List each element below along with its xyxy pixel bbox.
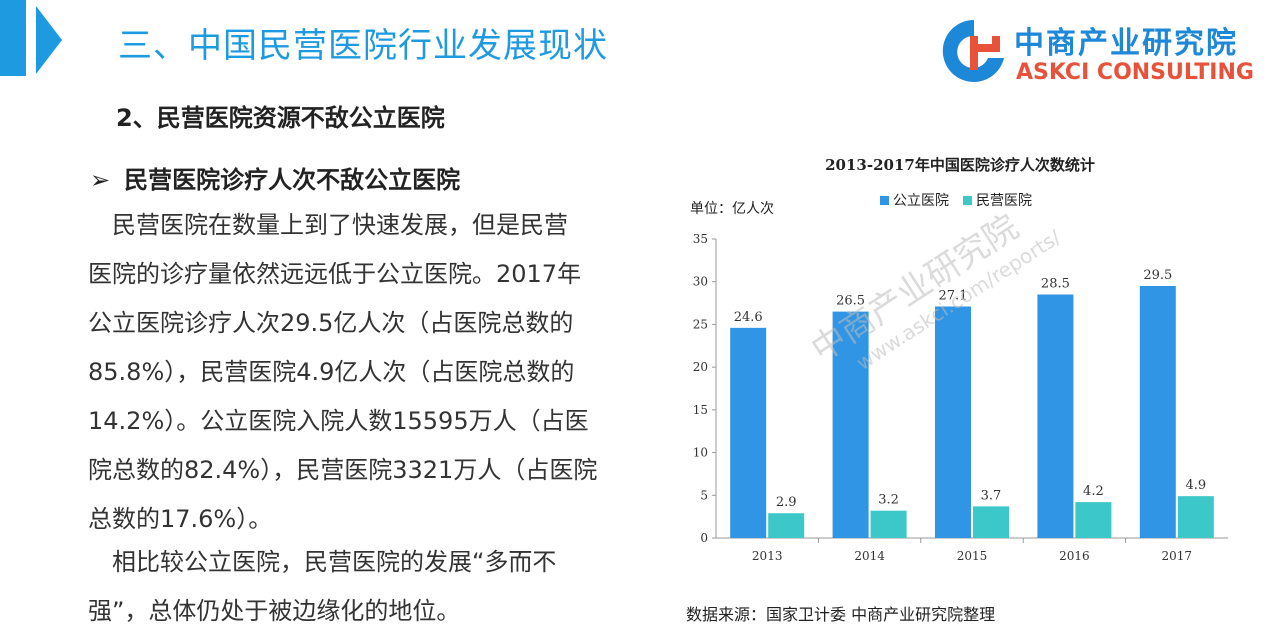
data-label: 26.5	[836, 294, 865, 309]
bar-public	[935, 306, 971, 538]
page-title: 三、中国民营医院行业发展现状	[118, 26, 608, 66]
x-tick-label: 2015	[957, 549, 988, 563]
paragraph-line: 民营医院在数量上到了快速发展，但是民营	[88, 211, 568, 239]
data-label: 3.7	[981, 488, 1002, 503]
logo-chinese-name: 中商产业研究院	[1014, 26, 1238, 61]
bar-private	[768, 513, 805, 538]
paragraph-line: 院总数的82.4%），民营医院3321万人（占医院	[88, 456, 598, 484]
bar-public	[832, 311, 869, 538]
x-tick-label: 2017	[1162, 549, 1193, 563]
x-tick-label: 2013	[752, 549, 783, 563]
legend-item-public: 公立医院	[880, 190, 949, 210]
y-tick-label: 10	[693, 446, 708, 460]
legend-label-public: 公立医院	[893, 193, 949, 209]
y-tick-label: 15	[693, 403, 708, 417]
bar-public	[1037, 294, 1074, 538]
bar-public	[730, 327, 767, 538]
bullet-arrow-icon: ➢	[90, 166, 111, 194]
paragraph-line: 医院的诊疗量依然远远低于公立医院。2017年	[88, 260, 582, 288]
bullet-heading-text: 民营医院诊疗人次不敌公立医院	[124, 166, 461, 194]
section-subtitle: 2、民营医院资源不敌公立医院	[116, 104, 445, 132]
bar-chart: 0 5 10 15 20 25 30 35 24.6 2.9 2013 26.5 3.2 2014 27.1…	[693, 232, 1228, 563]
y-tick-label: 35	[693, 232, 708, 246]
data-label: 4.2	[1083, 484, 1104, 499]
data-label: 28.5	[1041, 277, 1070, 292]
header-accent-bar	[0, 0, 26, 76]
data-label: 4.9	[1185, 478, 1206, 493]
y-tick-label: 0	[700, 531, 708, 545]
paragraph-line: 14.2%）。公立医院入院人数15595万人（占医	[88, 407, 589, 435]
data-source-note: 数据来源：国家卫计委 中商产业研究院整理	[686, 605, 996, 624]
data-label: 27.1	[939, 288, 968, 303]
legend-swatch-public	[880, 195, 889, 205]
legend-swatch-private	[963, 195, 972, 205]
bullet-heading: ➢ 民营医院诊疗人次不敌公立医院	[90, 160, 460, 195]
bar-private	[870, 510, 907, 538]
data-label: 29.5	[1143, 268, 1172, 283]
data-label: 2.9	[776, 495, 797, 510]
paragraph-line: 强”，总体仍处于被边缘化的地位。	[88, 597, 461, 625]
paragraph-line: 总数的17.6%）。	[88, 505, 273, 533]
legend-label-private: 民营医院	[976, 193, 1032, 209]
paragraph-2: 相比较公立医院，民营医院的发展“多而不 强”，总体仍处于被边缘化的地位。	[88, 538, 556, 636]
bar-private	[1075, 502, 1112, 538]
x-tick-label: 2014	[854, 549, 885, 563]
paragraph-line: 相比较公立医院，民营医院的发展“多而不	[88, 548, 557, 576]
x-tick-label: 2016	[1059, 549, 1090, 563]
logo-english-name: ASKCI CONSULTING	[1016, 60, 1254, 85]
bar-private	[973, 506, 1009, 538]
y-tick-label: 25	[693, 317, 708, 331]
paragraph-1: 民营医院在数量上到了快速发展，但是民营 医院的诊疗量依然远远低于公立医院。201…	[88, 201, 597, 544]
paragraph-line: 公立医院诊疗人次29.5亿人次（占医院总数的	[88, 309, 574, 337]
data-label: 3.2	[878, 493, 899, 508]
paragraph-line: 85.8%），民营医院4.9亿人次（占医院总数的	[88, 358, 575, 386]
askci-logo: 中商产业研究院 ASKCI CONSULTING	[938, 16, 1278, 90]
chart-legend: 公立医院 民营医院	[880, 190, 1046, 210]
data-label: 24.6	[734, 310, 763, 325]
legend-item-private: 民营医院	[963, 190, 1032, 210]
y-tick-label: 20	[693, 360, 708, 374]
bar-public	[1139, 285, 1176, 538]
y-tick-label: 5	[700, 488, 708, 502]
y-tick-label: 30	[693, 275, 708, 289]
askci-logo-icon	[942, 19, 1004, 82]
chart-unit-label: 单位：亿人次	[690, 201, 774, 217]
bar-private	[1177, 496, 1214, 538]
header-chevron-icon	[36, 6, 62, 74]
chart-title: 2013-2017年中国医院诊疗人次数统计	[825, 156, 1095, 174]
